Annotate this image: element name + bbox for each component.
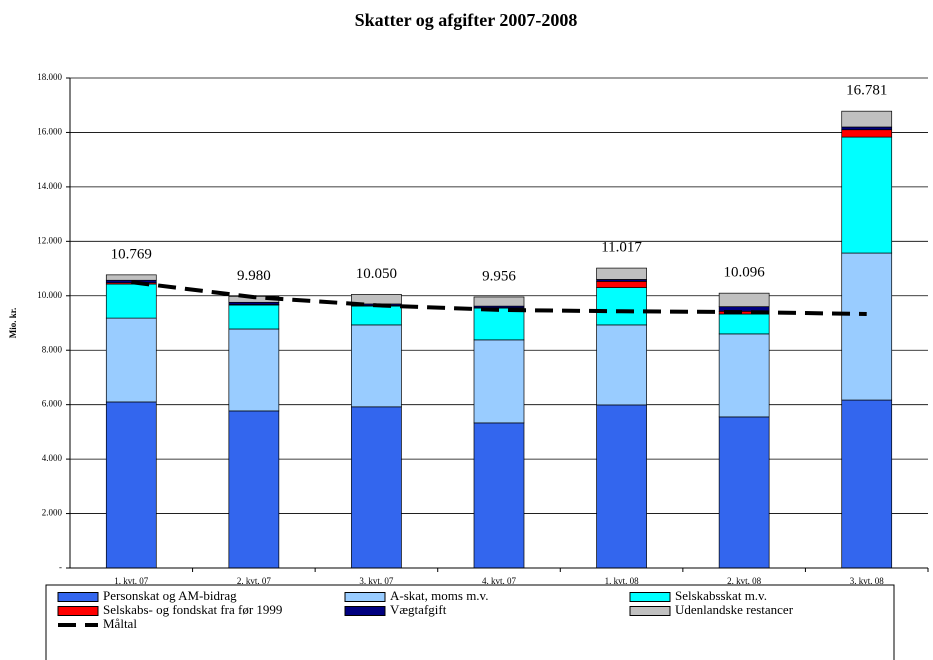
bar-segment xyxy=(718,292,770,308)
bar-segment xyxy=(228,410,280,569)
x-tick-label: 1. kvt. 07 xyxy=(114,576,149,586)
bar-segment xyxy=(841,129,893,138)
legend-swatch xyxy=(344,592,386,602)
bar-segment xyxy=(718,333,770,418)
total-label: 10.050 xyxy=(356,266,397,282)
bar-segment xyxy=(718,313,770,335)
x-tick-label: 2. kvt. 08 xyxy=(727,576,762,586)
y-axis-label: Mio. kr. xyxy=(8,308,18,338)
bar-segment xyxy=(228,304,280,330)
bar-segment xyxy=(351,324,402,408)
bar-segment xyxy=(841,252,893,401)
bar-segment xyxy=(473,422,525,569)
y-tick-label: 10.000 xyxy=(37,290,62,300)
bar-segment xyxy=(105,283,157,319)
legend-box xyxy=(45,584,895,660)
legend-swatch xyxy=(344,606,386,616)
bar-segment xyxy=(596,287,647,326)
bar-segment xyxy=(473,307,525,341)
legend-label: Selskabsskat m.v. xyxy=(675,588,767,603)
bar-segment xyxy=(596,267,647,280)
bar-segment xyxy=(351,305,402,326)
bar-segment xyxy=(351,406,402,569)
bar-segment xyxy=(105,317,157,403)
legend-swatch xyxy=(57,592,99,602)
y-tick-label: 6.000 xyxy=(42,399,63,409)
bar-segment xyxy=(841,136,893,254)
legend-swatch xyxy=(57,606,99,616)
legend-label: Vægtafgift xyxy=(390,602,447,617)
y-tick-label: 14.000 xyxy=(37,181,62,191)
legend-swatch xyxy=(629,606,671,616)
bar-segment xyxy=(841,110,893,128)
y-tick-label: 18.000 xyxy=(37,72,62,82)
y-tick-label: 8.000 xyxy=(42,344,63,354)
bar-segment xyxy=(718,416,770,569)
total-label: 11.017 xyxy=(601,240,642,256)
legend-label: Personskat og AM-bidrag xyxy=(103,588,237,603)
y-tick-label: 16.000 xyxy=(37,127,62,137)
total-label: 10.096 xyxy=(724,265,766,281)
x-tick-label: 4. kvt. 07 xyxy=(482,576,517,586)
y-tick-label: 4.000 xyxy=(42,453,63,463)
legend-label: A-skat, moms m.v. xyxy=(390,588,488,603)
bar-segment xyxy=(596,281,647,288)
x-tick-label: 3. kvt. 08 xyxy=(850,576,885,586)
bar-segment xyxy=(228,328,280,412)
x-tick-label: 2. kvt. 07 xyxy=(237,576,272,586)
bar-segment xyxy=(596,324,647,406)
target-line xyxy=(131,280,867,317)
bar-segment xyxy=(473,339,525,424)
bar-segment xyxy=(473,296,525,307)
total-label: 10.769 xyxy=(111,246,152,262)
bar-segment xyxy=(841,126,893,131)
legend-label: Udenlandske restancer xyxy=(675,602,794,617)
y-tick-label: 2.000 xyxy=(42,508,63,518)
total-label: 16.781 xyxy=(846,83,887,99)
total-label: 9.956 xyxy=(482,268,516,284)
legend-label: Måltal xyxy=(103,616,137,631)
bar-segment xyxy=(105,274,157,281)
x-tick-label: 3. kvt. 07 xyxy=(359,576,394,586)
total-label: 9.980 xyxy=(237,268,271,284)
y-tick-label: - xyxy=(59,562,62,572)
y-tick-label: 12.000 xyxy=(37,235,62,245)
x-tick-label: 1. kvt. 08 xyxy=(605,576,640,586)
bar-segment xyxy=(841,399,893,569)
legend-label: Selskabs- og fondskat fra før 1999 xyxy=(103,602,282,617)
bar-segment xyxy=(596,404,647,569)
bar-segment xyxy=(105,401,157,569)
legend-swatch xyxy=(629,592,671,602)
chart-title: Skatter og afgifter 2007-2008 xyxy=(355,10,578,30)
